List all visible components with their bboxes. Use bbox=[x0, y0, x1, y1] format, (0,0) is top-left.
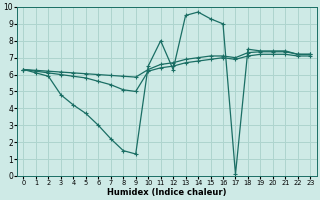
X-axis label: Humidex (Indice chaleur): Humidex (Indice chaleur) bbox=[107, 188, 227, 197]
